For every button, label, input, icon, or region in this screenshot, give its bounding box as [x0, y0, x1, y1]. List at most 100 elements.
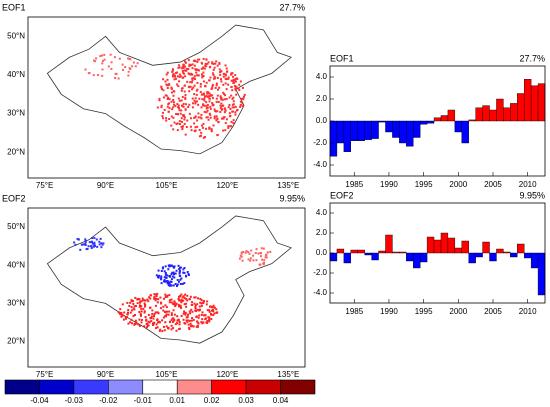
grid-cell: [257, 252, 260, 255]
grid-cell: [211, 97, 214, 100]
chart-percent: 27.7%: [519, 53, 545, 63]
grid-cell: [201, 126, 204, 129]
grid-cell: [172, 309, 175, 312]
grid-cell: [220, 80, 223, 83]
bar: [399, 120, 407, 144]
grid-cell: [161, 319, 164, 322]
grid-cell: [141, 297, 144, 300]
grid-cell: [173, 276, 176, 279]
lon-label: 75°E: [36, 370, 53, 379]
map-frame: [27, 207, 306, 368]
grid-cell: [209, 116, 212, 119]
grid-cell: [221, 98, 224, 101]
grid-cell: [187, 313, 190, 316]
grid-cell: [217, 100, 220, 103]
grid-cell: [173, 103, 176, 106]
grid-cell: [143, 310, 146, 313]
grid-cell: [129, 58, 132, 61]
grid-cell: [242, 98, 245, 101]
color-box: [245, 379, 281, 395]
grid-cell: [101, 74, 104, 77]
grid-cell: [195, 315, 198, 318]
grid-cell: [189, 125, 192, 128]
bar: [378, 120, 386, 123]
grid-cell: [204, 314, 207, 317]
grid-cell: [183, 303, 186, 306]
lat-label: 40°N: [7, 260, 25, 269]
grid-cell: [208, 310, 211, 313]
grid-cell: [233, 84, 236, 87]
grid-cell: [237, 87, 240, 90]
grid-cell: [188, 298, 191, 301]
grid-cell: [91, 237, 94, 240]
bar: [447, 237, 456, 254]
grid-cell: [101, 62, 104, 65]
x-tick-label: 2000: [449, 180, 467, 189]
grid-cell: [238, 89, 241, 92]
grid-cell: [215, 97, 218, 100]
grid-cell: [174, 77, 177, 80]
grid-cell: [182, 105, 185, 108]
grid-cell: [189, 322, 192, 325]
map-frame: [27, 16, 306, 179]
color-box: [176, 379, 212, 395]
grid-cell: [209, 105, 212, 108]
grid-cell: [187, 59, 190, 62]
grid-cell: [164, 293, 167, 296]
grid-cell: [119, 308, 122, 311]
grid-cell: [219, 95, 222, 98]
bar: [413, 252, 421, 269]
bar: [329, 252, 338, 262]
grid-cell: [167, 110, 170, 113]
grid-cell: [151, 312, 154, 315]
grid-cell: [136, 62, 139, 65]
grid-cell: [142, 299, 145, 302]
grid-cell: [193, 296, 196, 299]
grid-cell: [167, 83, 170, 86]
grid-cell: [215, 308, 218, 311]
grid-cell: [148, 321, 151, 324]
grid-cell: [220, 102, 223, 105]
color-box: [280, 379, 316, 395]
colorbar-label: -0.04: [30, 396, 49, 405]
grid-cell: [132, 314, 135, 317]
grid-cell: [125, 316, 128, 319]
x-tick-label: 1995: [415, 180, 433, 189]
grid-cell: [98, 240, 101, 243]
grid-cell: [163, 278, 166, 281]
grid-cell: [144, 315, 147, 318]
grid-cell: [196, 321, 199, 324]
grid-cell: [164, 280, 167, 283]
grid-cell: [145, 322, 148, 325]
grid-cell: [211, 72, 214, 75]
grid-cell: [189, 85, 192, 88]
grid-cell: [175, 122, 178, 125]
grid-cell: [179, 278, 182, 281]
grid-cell: [127, 70, 130, 73]
grid-cell: [200, 73, 203, 76]
grid-cell: [197, 116, 200, 119]
grid-cell: [73, 241, 76, 244]
grid-cell: [177, 298, 180, 301]
grid-cell: [211, 62, 214, 65]
grid-cell: [174, 282, 177, 285]
grid-cell: [191, 324, 194, 327]
grid-cell: [223, 98, 226, 101]
grid-cell: [194, 304, 197, 307]
colorbar-label: -0.02: [99, 396, 118, 405]
grid-cell: [160, 302, 163, 305]
grid-cell: [180, 87, 183, 90]
lon-label: 135°E: [277, 370, 299, 379]
grid-cell: [99, 237, 102, 240]
grid-cell: [212, 304, 215, 307]
grid-cell: [204, 62, 207, 65]
grid-cell: [170, 100, 173, 103]
color-box: [142, 379, 178, 395]
grid-cell: [216, 64, 219, 67]
grid-cell: [176, 283, 179, 286]
grid-cell: [222, 83, 225, 86]
grid-cell: [200, 67, 203, 70]
grid-cell: [219, 110, 222, 113]
grid-cell: [213, 77, 216, 80]
grid-cell: [181, 95, 184, 98]
